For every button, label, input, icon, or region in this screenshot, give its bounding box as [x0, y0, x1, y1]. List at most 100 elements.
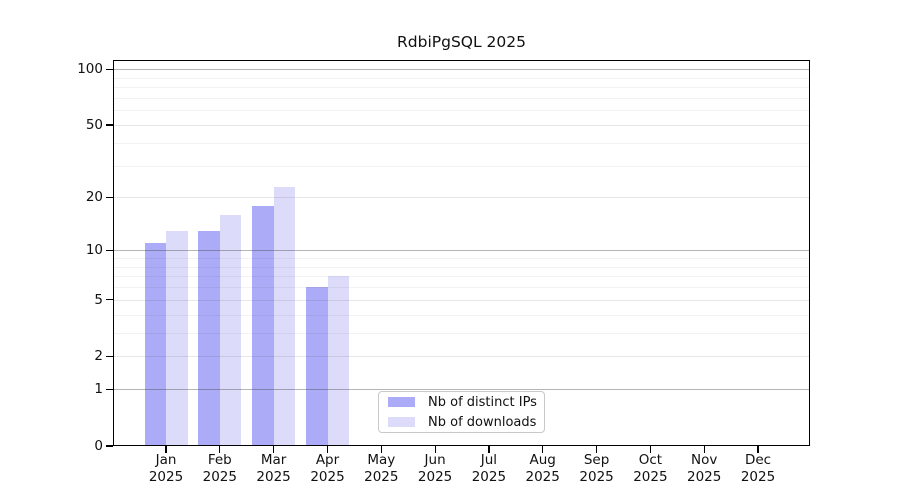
x-tick-jul	[488, 446, 490, 453]
y-tick-label-50: 50	[85, 117, 103, 133]
bar-distinct-ips-mar	[252, 205, 274, 446]
gridline-y-20	[113, 197, 810, 199]
x-tick-jun	[434, 446, 436, 453]
x-tick-label-sep: Sep 2025	[567, 452, 627, 486]
year-label: 2025	[740, 469, 776, 485]
y-tick-100	[106, 68, 113, 70]
bar-distinct-ips-apr	[306, 287, 328, 446]
gridline-minor-y-80	[113, 87, 810, 89]
month-label: May	[367, 452, 396, 468]
chart-title: RdbiPgSQL 2025	[397, 33, 526, 51]
legend-swatch-1	[388, 417, 415, 427]
gridline-minor-y-40	[113, 142, 810, 144]
bar-downloads-jan	[166, 230, 188, 446]
x-tick-sep	[596, 446, 598, 453]
gridline-y-100	[113, 69, 810, 71]
y-tick-0	[106, 445, 113, 447]
year-label: 2025	[579, 469, 614, 485]
y-tick-20	[106, 196, 113, 199]
x-tick-label-jul: Jul 2025	[459, 452, 519, 486]
x-tick-label-nov: Nov 2025	[674, 452, 734, 486]
year-label: 2025	[633, 469, 668, 485]
x-tick-jan	[165, 446, 167, 453]
gridline-minor-y-3	[113, 332, 810, 334]
y-tick-label-5: 5	[94, 291, 103, 308]
gridline-minor-y-6	[113, 287, 810, 289]
month-label: Mar	[260, 452, 287, 468]
month-label: Jun	[424, 452, 446, 468]
gridline-minor-y-30	[113, 165, 810, 167]
year-label: 2025	[364, 469, 399, 485]
month-label: Sep	[583, 452, 610, 468]
year-label: 2025	[310, 469, 345, 485]
gridline-minor-y-7	[113, 276, 810, 278]
y-tick-1	[106, 388, 113, 391]
x-tick-feb	[219, 446, 221, 453]
legend-swatch-0	[388, 397, 415, 407]
x-tick-label-dec: Dec 2025	[728, 452, 788, 486]
gridline-y-10	[113, 250, 810, 252]
legend-item-0: Nb of distinct IPs	[388, 394, 537, 410]
month-label: Jul	[480, 452, 498, 468]
x-tick-label-apr: Apr 2025	[298, 452, 358, 486]
year-label: 2025	[202, 469, 237, 485]
x-tick-nov	[703, 446, 705, 453]
legend-label-0: Nb of distinct IPs	[428, 394, 537, 410]
month-label: Dec	[744, 452, 772, 468]
x-tick-may	[380, 446, 382, 453]
x-tick-label-aug: Aug 2025	[513, 452, 573, 486]
y-tick-2	[106, 355, 113, 357]
bar-downloads-feb	[219, 214, 242, 446]
gridline-minor-y-90	[113, 77, 810, 79]
bar-distinct-ips-jan	[144, 243, 166, 446]
year-label: 2025	[471, 469, 507, 485]
month-label: Feb	[207, 452, 232, 468]
x-tick-dec	[757, 446, 759, 453]
month-label: Oct	[638, 452, 663, 468]
year-label: 2025	[687, 469, 722, 485]
y-tick-label-1: 1	[94, 381, 103, 398]
y-tick-label-2: 2	[94, 348, 103, 365]
gridline-y-2	[113, 356, 810, 358]
y-tick-label-100: 100	[77, 61, 103, 78]
year-label: 2025	[417, 469, 453, 485]
gridline-y-1	[113, 389, 810, 391]
month-label: Aug	[529, 452, 556, 468]
x-tick-label-oct: Oct 2025	[620, 452, 680, 486]
bar-downloads-mar	[273, 186, 296, 446]
plot-area	[113, 60, 810, 446]
y-tick-label-0: 0	[94, 438, 103, 454]
y-tick-50	[106, 124, 113, 126]
month-label: Jan	[155, 452, 177, 468]
gridline-minor-y-8	[113, 266, 810, 268]
year-label: 2025	[525, 469, 560, 485]
x-tick-oct	[649, 446, 652, 453]
gridline-minor-y-9	[113, 258, 810, 259]
bar-distinct-ips-feb	[198, 230, 220, 446]
gridline-minor-y-60	[113, 110, 810, 112]
x-tick-label-may: May 2025	[351, 452, 411, 486]
gridline-y-50	[113, 125, 810, 126]
x-tick-label-jun: Jun 2025	[405, 452, 465, 486]
gridline-minor-y-70	[113, 97, 810, 99]
gridline-minor-y-4	[113, 314, 810, 316]
legend-label-1: Nb of downloads	[428, 414, 537, 430]
x-tick-label-mar: Mar 2025	[244, 452, 304, 486]
gridline-y-5	[113, 299, 810, 301]
x-tick-mar	[273, 446, 275, 453]
x-tick-label-jan: Jan 2025	[136, 452, 196, 486]
year-label: 2025	[148, 469, 184, 485]
y-tick-10	[106, 249, 113, 251]
x-tick-label-feb: Feb 2025	[190, 452, 250, 486]
month-label: Nov	[691, 452, 718, 468]
month-label: Apr	[315, 452, 340, 468]
bar-downloads-apr	[327, 276, 349, 446]
y-tick-label-20: 20	[85, 189, 103, 206]
year-label: 2025	[256, 469, 291, 485]
legend-item-1: Nb of downloads	[388, 414, 537, 430]
x-tick-apr	[326, 446, 329, 453]
y-tick-5	[106, 299, 113, 301]
legend-box: Nb of distinct IPs Nb of downloads	[378, 391, 545, 433]
y-tick-label-10: 10	[85, 242, 103, 259]
